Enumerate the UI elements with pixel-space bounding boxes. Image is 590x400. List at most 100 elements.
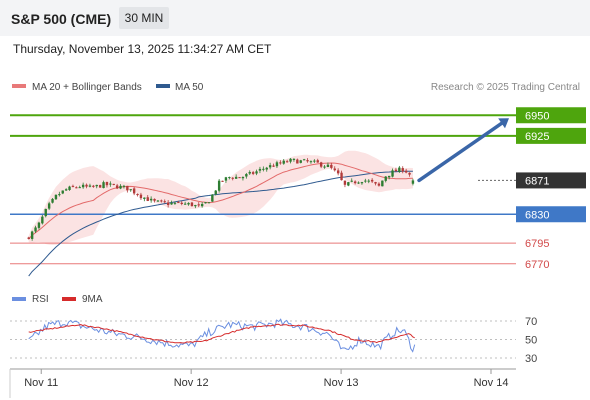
candle bbox=[183, 201, 187, 205]
level-label-6950: 6950 bbox=[525, 110, 549, 122]
candle-body bbox=[214, 190, 217, 195]
candle-body bbox=[197, 204, 200, 206]
candle bbox=[343, 180, 347, 188]
candle-body bbox=[255, 171, 258, 174]
candle bbox=[115, 183, 119, 190]
candle bbox=[316, 158, 319, 163]
candle-body bbox=[180, 202, 183, 204]
candle-body bbox=[187, 202, 190, 205]
candle bbox=[258, 166, 262, 174]
candle-body bbox=[88, 185, 92, 187]
candle bbox=[336, 168, 340, 176]
level-tag-6830 bbox=[516, 206, 586, 223]
candle bbox=[64, 188, 68, 191]
candle bbox=[41, 214, 44, 225]
candle-body bbox=[374, 182, 377, 184]
candle-body bbox=[238, 177, 241, 179]
candle bbox=[44, 208, 47, 218]
candle-body bbox=[41, 216, 44, 224]
candlesticks bbox=[27, 157, 415, 241]
candle bbox=[381, 180, 384, 187]
candle bbox=[347, 181, 350, 187]
time-axis: Nov 11 Nov 12 Nov 13 Nov 14 bbox=[9, 368, 516, 398]
candle bbox=[105, 181, 109, 188]
candle bbox=[377, 182, 381, 187]
candle bbox=[27, 236, 30, 240]
level-tag-6950 bbox=[516, 107, 586, 124]
candle bbox=[211, 194, 214, 202]
price-labels: 6950 6925 6871 6830 6795 6770 bbox=[516, 107, 586, 271]
candle bbox=[129, 189, 132, 192]
candle bbox=[268, 162, 272, 170]
candle-body bbox=[27, 237, 30, 239]
candle-body bbox=[194, 205, 197, 207]
candle-body bbox=[183, 203, 187, 205]
rsi-line bbox=[28, 318, 416, 353]
candle-body bbox=[398, 167, 401, 172]
candle bbox=[204, 202, 207, 204]
candle bbox=[404, 168, 408, 174]
candle-body bbox=[109, 183, 112, 185]
candle bbox=[47, 201, 51, 211]
candle bbox=[132, 187, 136, 196]
candle-body bbox=[68, 186, 71, 190]
candle bbox=[408, 172, 411, 177]
candle-body bbox=[64, 189, 68, 191]
candle bbox=[221, 180, 224, 182]
candle-body bbox=[381, 180, 384, 187]
rsi-tick-70: 70 bbox=[525, 316, 537, 328]
candle bbox=[61, 190, 64, 195]
candle-body bbox=[268, 165, 272, 168]
rsi-legend-label: RSI bbox=[32, 294, 49, 305]
level-label-6795: 6795 bbox=[525, 238, 549, 250]
ma50-legend-label: MA 50 bbox=[175, 82, 204, 93]
candle-body bbox=[160, 200, 163, 202]
candle-body bbox=[47, 203, 51, 209]
candle-body bbox=[163, 201, 166, 203]
candle bbox=[367, 179, 370, 184]
candle-body bbox=[75, 187, 78, 189]
ma50-line bbox=[28, 170, 413, 277]
candle-body bbox=[177, 202, 180, 204]
candle-body bbox=[350, 180, 353, 182]
candle bbox=[398, 165, 401, 173]
candle-body bbox=[221, 180, 224, 182]
time-tick-label: Nov 12 bbox=[174, 377, 209, 389]
candle-body bbox=[299, 160, 302, 163]
candle bbox=[177, 200, 180, 204]
candle bbox=[401, 166, 404, 174]
candle-body bbox=[156, 200, 160, 202]
candle bbox=[370, 178, 374, 183]
candle bbox=[333, 166, 336, 172]
interval-badge[interactable]: 30 MIN bbox=[119, 7, 169, 29]
moving-averages bbox=[28, 162, 413, 277]
candle-body bbox=[387, 175, 391, 178]
time-tick-label: Nov 11 bbox=[24, 377, 58, 389]
candle-body bbox=[119, 185, 122, 189]
candle-body bbox=[115, 185, 119, 189]
candle bbox=[340, 170, 343, 181]
candle-body bbox=[258, 168, 262, 171]
candle-body bbox=[102, 182, 105, 189]
candle bbox=[68, 185, 71, 191]
candle-body bbox=[129, 189, 132, 191]
candle bbox=[54, 194, 58, 200]
candle-body bbox=[200, 203, 204, 207]
candle bbox=[384, 176, 387, 183]
candle bbox=[92, 184, 95, 188]
candle bbox=[275, 160, 279, 168]
candle-body bbox=[296, 159, 299, 164]
top-bar bbox=[0, 0, 590, 36]
level-tag-6871 bbox=[516, 172, 586, 189]
candle bbox=[153, 198, 156, 203]
candle bbox=[360, 181, 364, 185]
candle bbox=[265, 166, 268, 172]
bollinger-bands bbox=[28, 150, 413, 245]
candle bbox=[51, 198, 54, 204]
candle-body bbox=[401, 168, 404, 172]
candle-body bbox=[279, 162, 282, 164]
candle-body bbox=[404, 170, 408, 173]
candle bbox=[394, 167, 398, 172]
candle-body bbox=[408, 172, 411, 175]
level-label-6770: 6770 bbox=[525, 259, 549, 271]
